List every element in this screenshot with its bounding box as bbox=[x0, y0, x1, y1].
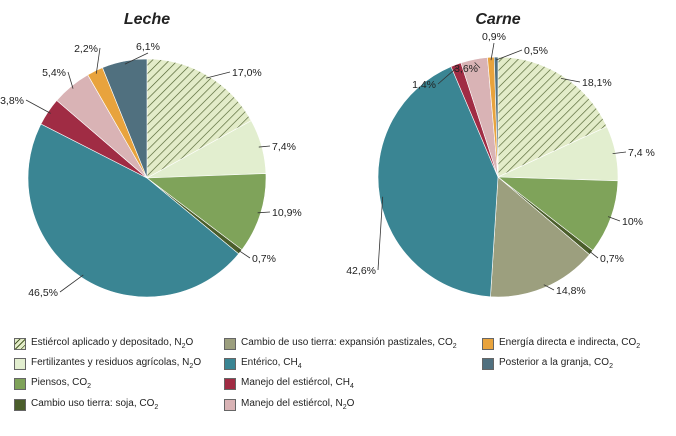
pie-slice-pastizales_co2 bbox=[490, 176, 590, 298]
legend-label: Posterior a la granja, CO2 bbox=[499, 357, 613, 370]
data-label: 3,8% bbox=[0, 95, 24, 107]
legend-item-manejo_n2o: Manejo del estiércol, N2O bbox=[224, 398, 354, 411]
legend-swatch bbox=[224, 398, 236, 411]
leader-line bbox=[496, 49, 523, 61]
data-label: 18,1% bbox=[582, 77, 612, 89]
data-label: 0,9% bbox=[482, 31, 506, 43]
data-label: 14,8% bbox=[556, 285, 586, 297]
legend-item-pastizales_co2: Cambio de uso tierra: expansión pastizal… bbox=[224, 337, 457, 350]
legend-item-manejo_ch4: Manejo del estiércol, CH4 bbox=[224, 377, 354, 390]
legend-label: Cambio de uso tierra: expansión pastizal… bbox=[241, 337, 457, 350]
leader-line bbox=[25, 99, 51, 114]
legend-item-posterior_co2: Posterior a la granja, CO2 bbox=[482, 357, 613, 370]
data-label: 10% bbox=[622, 216, 643, 228]
data-label: 2,2% bbox=[74, 43, 98, 55]
legend-label: Manejo del estiércol, N2O bbox=[241, 398, 355, 411]
data-label: 7,4 % bbox=[628, 147, 655, 159]
data-label: 1,4% bbox=[412, 79, 436, 91]
leader-line bbox=[237, 249, 251, 259]
leader-line bbox=[490, 42, 495, 61]
pie-slice-estiercol_n2o bbox=[146, 58, 252, 179]
leader-line bbox=[607, 216, 621, 222]
leader-line bbox=[205, 71, 231, 79]
pie-slice-piensos_co2 bbox=[146, 173, 267, 251]
legend-label: Cambio uso tierra: soja, CO2 bbox=[31, 398, 159, 411]
legend-swatch bbox=[224, 377, 236, 390]
legend-swatch bbox=[14, 377, 26, 390]
legend-label: Estiércol aplicado y depositado, N2O bbox=[31, 337, 194, 350]
data-label: 10,9% bbox=[272, 207, 302, 219]
legend-label: Fertilizantes y residuos agrícolas, N2O bbox=[31, 357, 202, 370]
pie-slice-enterico_ch4 bbox=[377, 66, 499, 298]
data-label: 46,5% bbox=[28, 287, 58, 299]
leader-line bbox=[258, 145, 271, 148]
leader-line bbox=[95, 47, 101, 74]
legend-swatch bbox=[482, 357, 494, 370]
legend-label: Piensos, CO2 bbox=[31, 377, 92, 390]
data-label: 7,4% bbox=[272, 141, 296, 153]
legend-swatch bbox=[14, 357, 26, 370]
legend-label: Entérico, CH4 bbox=[241, 357, 302, 370]
data-label: 42,6% bbox=[346, 265, 376, 277]
leader-line bbox=[59, 274, 84, 293]
legend-item-soja_co2: Cambio uso tierra: soja, CO2 bbox=[14, 398, 158, 411]
data-label: 6,1% bbox=[136, 41, 160, 53]
leader-line bbox=[588, 250, 599, 259]
legend-swatch bbox=[482, 337, 494, 350]
data-label: 17,0% bbox=[232, 67, 262, 79]
legend-item-energia_co2: Energía directa e indirecta, CO2 bbox=[482, 337, 640, 350]
leader-line bbox=[543, 284, 555, 291]
leader-line bbox=[257, 211, 271, 214]
leader-line bbox=[560, 78, 581, 83]
legend-swatch bbox=[224, 357, 236, 370]
leche-title: Leche bbox=[124, 11, 170, 28]
legend-item-fertilizantes_n2o: Fertilizantes y residuos agrícolas, N2O bbox=[14, 357, 201, 370]
leader-line bbox=[67, 71, 74, 89]
data-label: 3,6% bbox=[454, 63, 478, 75]
legend-swatch bbox=[224, 337, 236, 350]
data-label: 0,5% bbox=[524, 45, 548, 57]
legend-label: Energía directa e indirecta, CO2 bbox=[499, 337, 641, 350]
leader-line bbox=[437, 67, 458, 85]
data-label: 5,4% bbox=[42, 67, 66, 79]
legend-item-enterico_ch4: Entérico, CH4 bbox=[224, 357, 302, 370]
leader-line bbox=[612, 151, 627, 155]
leader-line bbox=[474, 62, 481, 69]
legend-swatch bbox=[14, 337, 26, 350]
leche-pie: 17,0% 7,4% 10,9% 0,7% 46,5% 3,8% 5,4% 2,2% 6,1% bbox=[0, 41, 302, 299]
legend: Estiércol aplicado y depositado, N2O Fert… bbox=[0, 330, 676, 436]
legend-item-piensos_co2: Piensos, CO2 bbox=[14, 377, 91, 390]
carne-title: Carne bbox=[475, 11, 520, 28]
pie-slice-posterior_co2 bbox=[102, 58, 148, 179]
legend-item-estiercol_n2o: Estiércol aplicado y depositado, N2O bbox=[14, 337, 193, 350]
carne-pie: 18,1% 7,4 % 10% 0,7% 14,8% 42,6% 1,4% 3,6% 0,9% 0… bbox=[346, 31, 655, 298]
pie-slice-enterico_ch4 bbox=[27, 123, 240, 298]
legend-swatch bbox=[14, 398, 26, 411]
data-label: 0,7% bbox=[252, 253, 276, 265]
pie-slice-posterior_co2 bbox=[493, 56, 499, 178]
pie-charts: Leche Carne 17,0% 7,4% 10,9% 0,7% 46,5% 3,8% 5… bbox=[0, 11, 655, 299]
leader-line bbox=[377, 196, 384, 271]
data-label: 0,7% bbox=[600, 253, 624, 265]
legend-label: Manejo del estiércol, CH4 bbox=[241, 377, 354, 390]
leader-line bbox=[124, 52, 149, 65]
pie-slice-estiercol_n2o bbox=[497, 56, 608, 178]
